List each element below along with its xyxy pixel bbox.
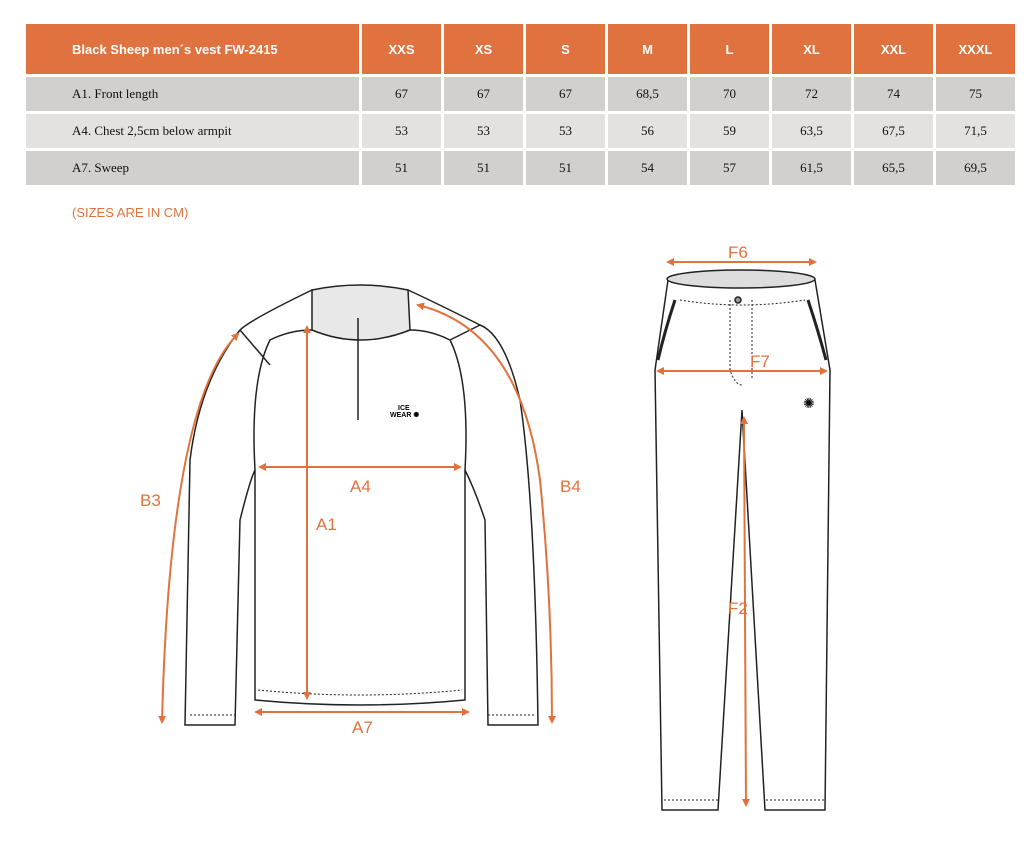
measurement-value: 67,5 [854, 114, 933, 148]
label-f6: F6 [728, 243, 748, 262]
measurement-value: 72 [772, 77, 851, 111]
svg-text:WEAR ✺: WEAR ✺ [390, 411, 419, 419]
table-row: A1. Front length 67 67 67 68,5 70 72 74 75 [26, 77, 1015, 111]
label-b3: B3 [140, 491, 161, 510]
size-header: L [690, 24, 769, 74]
measurement-value: 65,5 [854, 151, 933, 185]
measurement-value: 51 [444, 151, 523, 185]
size-header: XS [444, 24, 523, 74]
measurement-value: 54 [608, 151, 687, 185]
table-row: A4. Chest 2,5cm below armpit 53 53 53 56 59 63… [26, 114, 1015, 148]
size-header: XXL [854, 24, 933, 74]
label-a4: A4 [350, 477, 371, 496]
measurement-value: 69,5 [936, 151, 1015, 185]
size-header: XXS [362, 24, 441, 74]
units-note: (SIZES ARE IN CM) [72, 205, 189, 220]
measurement-value: 53 [362, 114, 441, 148]
measurement-value: 56 [608, 114, 687, 148]
pants-illustration [654, 269, 831, 811]
measurement-value: 74 [854, 77, 933, 111]
measurement-value: 57 [690, 151, 769, 185]
measurement-value: 67 [362, 77, 441, 111]
measurement-value: 68,5 [608, 77, 687, 111]
measurement-value: 67 [526, 77, 605, 111]
label-a7: A7 [352, 718, 373, 737]
measurement-value: 59 [690, 114, 769, 148]
jacket-illustration [184, 284, 539, 726]
size-header: XXXL [936, 24, 1015, 74]
size-header: S [526, 24, 605, 74]
measurement-value: 70 [690, 77, 769, 111]
measurement-value: 53 [444, 114, 523, 148]
measurement-value: 51 [526, 151, 605, 185]
label-f2: F2 [728, 599, 748, 618]
measurement-label: A7. Sweep [26, 151, 359, 185]
table-row: A7. Sweep 51 51 51 54 57 61,5 65,5 69,5 [26, 151, 1015, 185]
measurement-value: 75 [936, 77, 1015, 111]
measurement-value: 67 [444, 77, 523, 111]
measurement-value: 63,5 [772, 114, 851, 148]
measurement-value: 51 [362, 151, 441, 185]
brand-logo: ICE [398, 405, 410, 412]
label-f7: F7 [750, 352, 770, 371]
svg-text:✺: ✺ [803, 397, 815, 412]
table-title: Black Sheep men´s vest FW-2415 [26, 24, 359, 74]
measurement-value: 71,5 [936, 114, 1015, 148]
measurement-label: A4. Chest 2,5cm below armpit [26, 114, 359, 148]
size-header: XL [772, 24, 851, 74]
measurement-label: A1. Front length [26, 77, 359, 111]
measurement-value: 53 [526, 114, 605, 148]
label-b4: B4 [560, 477, 581, 496]
size-table: Black Sheep men´s vest FW-2415 XXS XS S M L XL… [23, 21, 1018, 188]
label-a1: A1 [316, 515, 337, 534]
measurement-value: 61,5 [772, 151, 851, 185]
size-header: M [608, 24, 687, 74]
